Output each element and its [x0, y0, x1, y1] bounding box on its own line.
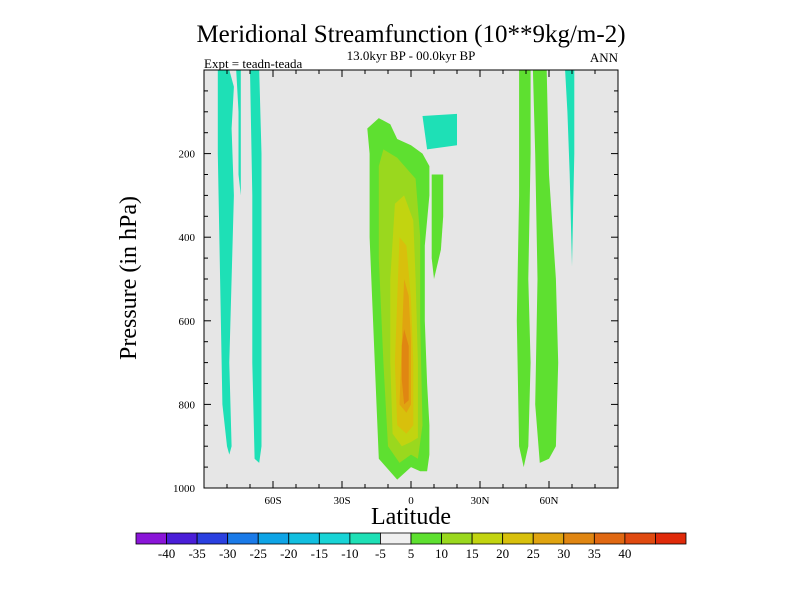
colorbar-swatch — [227, 532, 259, 545]
colorbar-label: 20 — [496, 546, 509, 561]
colorbar-label: -10 — [341, 546, 358, 561]
colorbar-swatch — [532, 532, 565, 545]
axis-ticks: 60S 30S 0 30N 60N 200 400 600 800 1000 — [173, 70, 618, 507]
y-axis-title: Pressure (in hPa) — [116, 196, 142, 360]
y-tick-label: 1000 — [173, 483, 196, 495]
colorbar-label: 40 — [618, 546, 631, 561]
contour-region-5 — [565, 70, 575, 267]
colorbar-label: -5 — [375, 546, 386, 561]
colorbar-swatch — [593, 532, 626, 545]
colorbar-swatch — [380, 532, 412, 545]
colorbar-swatch — [196, 532, 229, 545]
colorbar-swatch — [624, 532, 656, 545]
colorbar-label: -40 — [158, 546, 175, 561]
x-tick-label: 0 — [408, 495, 414, 507]
x-tick-label: 30S — [333, 495, 350, 507]
colorbar-label: 5 — [408, 546, 415, 561]
colorbar-label: 35 — [588, 546, 601, 561]
colorbar-label: 25 — [527, 546, 540, 561]
colorbar-label: -15 — [311, 546, 328, 561]
x-axis-title: Latitude — [371, 504, 451, 530]
colorbar-label: -25 — [250, 546, 267, 561]
colorbar-swatch — [318, 532, 351, 545]
colorbar-swatch — [441, 532, 473, 545]
colorbar-label: -20 — [280, 546, 297, 561]
contour-regions — [217, 70, 575, 480]
contour-region-1 — [217, 70, 234, 455]
colorbar-label: 15 — [466, 546, 479, 561]
colorbar-swatch — [349, 532, 381, 545]
x-tick-label: 60N — [540, 495, 559, 507]
contour-region-8 — [516, 70, 531, 468]
plot-area: 60S 30S 0 30N 60N 200 400 600 800 1000 — [173, 69, 619, 507]
colorbar-swatch — [471, 532, 504, 545]
y-tick-label: 400 — [179, 232, 196, 244]
colorbar-swatch — [410, 532, 442, 545]
contour-region-9 — [532, 70, 559, 463]
colorbar-swatch — [257, 532, 290, 545]
colorbar-swatch — [135, 532, 167, 545]
y-tick-label: 200 — [179, 149, 196, 161]
contour-region-7 — [431, 174, 444, 279]
colorbar: -40 -35 -30 -25 -20 -15 -10 -5 5 10 15 20 25 30 35 40 — [135, 532, 687, 561]
y-tick-label: 800 — [179, 399, 196, 411]
colorbar-label: -35 — [188, 546, 205, 561]
chart-subtitle: 13.0kyr BP - 00.0kyr BP — [347, 48, 476, 63]
contour-region-3 — [250, 70, 262, 463]
x-tick-label: 60S — [264, 495, 281, 507]
colorbar-label: 10 — [435, 546, 448, 561]
contour-region-2 — [236, 70, 241, 196]
contour-region-4 — [422, 113, 457, 150]
colorbar-swatch — [655, 532, 687, 545]
chart-title: Meridional Streamfunction (10**9kg/m-2) — [196, 21, 625, 48]
colorbar-swatch — [166, 532, 198, 545]
y-tick-label: 600 — [179, 316, 196, 328]
colorbar-swatch — [502, 532, 534, 545]
x-tick-label: 30N — [471, 495, 490, 507]
contour-region-14 — [401, 329, 409, 405]
experiment-label: Expt = teadn-teada — [204, 56, 303, 71]
colorbar-swatch — [563, 532, 595, 545]
colorbar-swatch — [288, 532, 320, 545]
season-label: ANN — [590, 50, 619, 65]
colorbar-label: 30 — [557, 546, 570, 561]
colorbar-label: -30 — [219, 546, 236, 561]
